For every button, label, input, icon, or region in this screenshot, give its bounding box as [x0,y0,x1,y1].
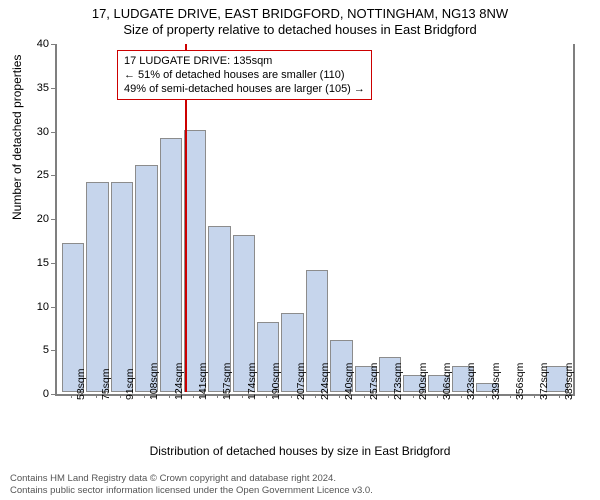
y-tick-mark [51,307,55,308]
x-tick-mark [120,394,121,398]
y-tick-label: 30 [19,126,49,138]
x-tick-mark [96,394,97,398]
x-tick-label: 190sqm [270,363,282,400]
x-tick-mark [364,394,365,398]
x-tick-label: 207sqm [295,363,307,400]
y-tick-label: 0 [19,388,49,400]
x-axis-label: Distribution of detached houses by size … [0,444,600,458]
footer-line2: Contains public sector information licen… [10,485,373,496]
x-tick-mark [510,394,511,398]
y-tick-label: 25 [19,169,49,181]
y-tick-label: 10 [19,301,49,313]
histogram-bar [111,182,133,392]
chart-container: 17, LUDGATE DRIVE, EAST BRIDGFORD, NOTTI… [0,0,600,500]
x-tick-mark [266,394,267,398]
y-tick-mark [51,132,55,133]
y-tick-mark [51,44,55,45]
x-tick-label: 372sqm [538,363,550,400]
plot-area-wrap: 17 LUDGATE DRIVE: 135sqm ← 51% of detach… [55,44,575,396]
x-tick-label: 339sqm [490,363,502,400]
x-tick-mark [388,394,389,398]
x-tick-label: 240sqm [343,363,355,400]
y-tick-mark [51,350,55,351]
x-tick-label: 58sqm [75,368,87,400]
x-tick-label: 91sqm [124,368,136,400]
y-tick-label: 35 [19,82,49,94]
annotation-box: 17 LUDGATE DRIVE: 135sqm ← 51% of detach… [117,50,372,100]
x-tick-label: 157sqm [221,363,233,400]
x-tick-label: 75sqm [100,368,112,400]
x-tick-label: 108sqm [148,363,160,400]
x-tick-label: 306sqm [441,363,453,400]
x-tick-mark [461,394,462,398]
x-tick-label: 257sqm [368,363,380,400]
x-tick-label: 290sqm [417,363,429,400]
plot-area: 17 LUDGATE DRIVE: 135sqm ← 51% of detach… [55,44,575,396]
y-tick-mark [51,394,55,395]
x-tick-mark [193,394,194,398]
x-tick-label: 273sqm [392,363,404,400]
x-tick-mark [437,394,438,398]
x-tick-mark [169,394,170,398]
y-tick-label: 40 [19,38,49,50]
x-tick-mark [242,394,243,398]
annotation-line2: ← 51% of detached houses are smaller (11… [124,68,365,82]
histogram-bar [135,165,157,393]
y-tick-mark [51,88,55,89]
x-tick-label: 224sqm [319,363,331,400]
page-title-address: 17, LUDGATE DRIVE, EAST BRIDGFORD, NOTTI… [0,6,600,22]
y-tick-label: 15 [19,257,49,269]
x-tick-mark [71,394,72,398]
x-tick-label: 124sqm [173,363,185,400]
x-tick-mark [413,394,414,398]
x-tick-mark [339,394,340,398]
x-tick-mark [315,394,316,398]
x-tick-mark [217,394,218,398]
x-tick-label: 174sqm [246,363,258,400]
x-tick-label: 141sqm [197,363,209,400]
x-tick-mark [144,394,145,398]
x-tick-label: 323sqm [465,363,477,400]
annotation-line3: 49% of semi-detached houses are larger (… [124,82,365,96]
page-subtitle: Size of property relative to detached ho… [0,22,600,38]
histogram-bar [86,182,108,392]
x-tick-mark [291,394,292,398]
x-tick-label: 356sqm [514,363,526,400]
y-tick-mark [51,263,55,264]
footer-attribution: Contains HM Land Registry data © Crown c… [10,473,373,496]
y-tick-label: 20 [19,213,49,225]
annotation-line1: 17 LUDGATE DRIVE: 135sqm [124,54,365,68]
x-tick-mark [559,394,560,398]
histogram-bar [160,138,182,392]
x-tick-label: 389sqm [563,363,575,400]
y-tick-mark [51,175,55,176]
x-tick-mark [534,394,535,398]
footer-line1: Contains HM Land Registry data © Crown c… [10,473,373,484]
title-block: 17, LUDGATE DRIVE, EAST BRIDGFORD, NOTTI… [0,0,600,39]
x-tick-mark [486,394,487,398]
y-tick-mark [51,219,55,220]
y-tick-label: 5 [19,344,49,356]
